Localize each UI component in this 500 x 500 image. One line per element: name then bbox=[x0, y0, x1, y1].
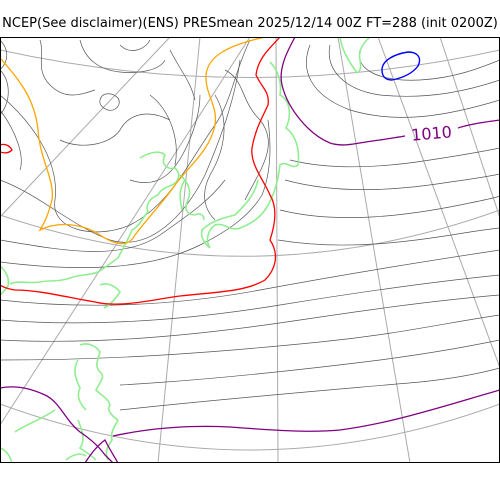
isobar bbox=[284, 173, 500, 191]
graticule-latitudes bbox=[0, 49, 500, 451]
isobar-1010 bbox=[280, 37, 406, 146]
isobar bbox=[0, 294, 500, 342]
blue-contour bbox=[381, 51, 421, 81]
coastline bbox=[14, 409, 56, 433]
contour-label-1010: 1010 bbox=[410, 122, 452, 144]
purple-contours bbox=[0, 37, 500, 463]
coastlines bbox=[0, 37, 371, 463]
coastline bbox=[0, 447, 13, 463]
isobar-1010 bbox=[84, 439, 119, 463]
isobar-lines bbox=[0, 39, 500, 411]
red-contour bbox=[0, 37, 281, 305]
coastline bbox=[9, 151, 180, 285]
coastline bbox=[74, 359, 87, 411]
isobar bbox=[0, 119, 271, 268]
isobar bbox=[0, 69, 9, 116]
isobar bbox=[129, 94, 201, 183]
map-frame-border bbox=[0, 37, 500, 463]
isobar bbox=[39, 39, 96, 96]
isobar-1010 bbox=[0, 386, 114, 463]
isobar bbox=[119, 367, 500, 411]
meridian-line bbox=[337, 37, 411, 463]
isobar bbox=[0, 39, 251, 233]
meridian-line bbox=[0, 37, 171, 218]
isobar bbox=[0, 109, 22, 171]
isobar bbox=[59, 113, 171, 146]
isobar bbox=[0, 39, 8, 71]
isobar-1010 bbox=[112, 389, 500, 437]
isobar bbox=[99, 93, 120, 111]
coastline bbox=[179, 174, 205, 221]
isobar bbox=[0, 274, 500, 324]
isobar bbox=[0, 314, 500, 361]
isobar bbox=[119, 339, 500, 386]
isobar bbox=[279, 195, 500, 218]
isobar bbox=[79, 39, 166, 73]
isobar bbox=[119, 39, 151, 51]
meridian-line bbox=[275, 37, 279, 463]
isobar-1010 bbox=[457, 119, 500, 129]
latitude-line bbox=[0, 209, 500, 257]
coastline bbox=[0, 265, 10, 297]
isobar bbox=[306, 44, 500, 118]
red-contours bbox=[0, 37, 281, 305]
map-title: NCEP(See disclaimer)(ENS) PRESmean 2025/… bbox=[2, 16, 498, 31]
isobar bbox=[204, 94, 225, 221]
isobar bbox=[169, 49, 196, 101]
map-panel: 1010 bbox=[0, 37, 500, 463]
coastline bbox=[339, 37, 371, 74]
isobar bbox=[224, 69, 269, 201]
isobar bbox=[359, 49, 500, 81]
isobar bbox=[0, 249, 500, 306]
red-contour bbox=[0, 143, 13, 154]
pressure-map: 1010 bbox=[0, 37, 500, 463]
isobar bbox=[289, 147, 500, 168]
coastline bbox=[79, 343, 120, 461]
coastline bbox=[200, 61, 300, 249]
isobar bbox=[0, 59, 241, 243]
meridian-line bbox=[439, 37, 500, 219]
meridian-line bbox=[377, 37, 500, 369]
graticule-meridians bbox=[0, 37, 500, 463]
meridian-line bbox=[157, 37, 201, 463]
orange-contour bbox=[0, 37, 266, 245]
meridian-line bbox=[0, 37, 251, 426]
isobar bbox=[328, 44, 500, 97]
isobar bbox=[0, 179, 226, 252]
coastline bbox=[77, 419, 97, 461]
coastline bbox=[65, 453, 87, 461]
isobar bbox=[149, 94, 177, 166]
coastline bbox=[179, 179, 186, 211]
isobar bbox=[277, 227, 500, 246]
latitude-line bbox=[0, 403, 500, 451]
latitude-line bbox=[0, 49, 500, 78]
